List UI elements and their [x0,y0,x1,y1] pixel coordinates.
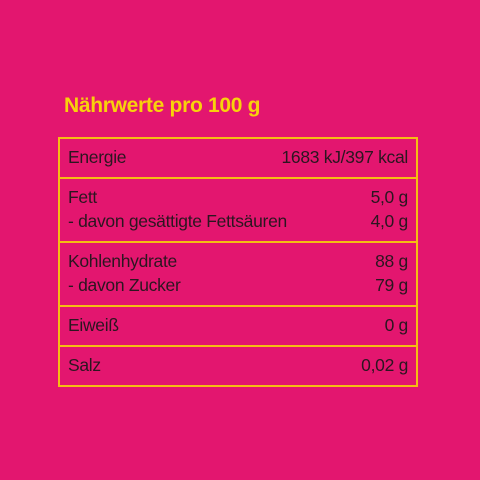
table-section: Energie 1683 kJ/397 kcal [60,139,416,177]
nutrient-label: Fett [68,187,97,207]
nutrient-label: - davon Zucker [68,275,181,295]
table-section: Fett 5,0 g - davon gesättigte Fettsäuren 4,… [60,177,416,241]
nutrient-label: Eiweiß [68,315,119,335]
nutrient-value: 5,0 g [370,187,409,207]
table-row: - davon gesättigte Fettsäuren 4,0 g [68,209,408,233]
nutrient-label: - davon gesättigte Fettsäuren [68,211,287,231]
nutrient-value: 1683 kJ/397 kcal [281,147,408,167]
table-section: Eiweiß 0 g [60,305,416,345]
nutrient-value: 79 g [375,275,408,295]
nutrient-value: 0,02 g [361,355,408,375]
table-row: Salz 0,02 g [68,353,408,377]
title: Nährwerte pro 100 g [64,94,261,117]
table-row: Eiweiß 0 g [68,313,408,337]
nutrition-table: Energie 1683 kJ/397 kcal Fett 5,0 g- davon … [58,137,418,387]
table-row: Kohlenhydrate 88 g [68,249,408,273]
nutrient-label: Kohlenhydrate [68,251,177,271]
table-row: Energie 1683 kJ/397 kcal [68,145,408,169]
nutrient-value: 0 g [384,315,409,335]
nutrient-value: 4,0 g [370,211,409,231]
nutrient-label: Energie [68,147,127,167]
nutrient-label: Salz [68,355,101,375]
table-row: Fett 5,0 g [68,185,408,209]
table-section: Salz 0,02 g [60,345,416,385]
nutrient-value: 88 g [375,251,408,271]
table-row: - davon Zucker 79 g [68,273,408,297]
table-section: Kohlenhydrate 88 g - davon Zucker 79 g [60,241,416,305]
